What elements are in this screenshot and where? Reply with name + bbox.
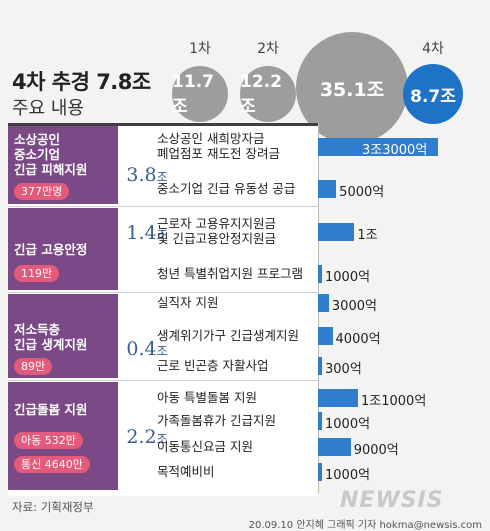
bar-item-label-line: 근로자 고용유지지원금 (157, 216, 276, 231)
category-total-number: 3.8 (126, 164, 157, 186)
category-total-unit: 조 (156, 432, 168, 446)
bar-item-label-line: 실직자 지원 (157, 295, 219, 310)
bar-value-label: 300억 (325, 362, 362, 377)
count-badge: 통신 4640만 (14, 456, 90, 473)
bar-item-label: 목적예비비 (157, 464, 215, 479)
round-circle: 35.1조 (296, 32, 408, 144)
bar (318, 438, 351, 456)
category-box: 저소득층 긴급 생계지원 89만 (8, 294, 118, 378)
bar-item-label: 실직자 지원 (157, 295, 218, 310)
category-label: 소상공인 중소기업 긴급 피해지원 (14, 132, 87, 177)
bar-value-label: 1000억 (325, 468, 371, 483)
bar (318, 463, 322, 481)
category-label-line: 긴급돌봄 지원 (14, 402, 88, 417)
category-total-unit: 조 (156, 170, 168, 184)
bar-item-label-line: 소상공인 새희망자금 (157, 131, 265, 146)
bar-item-label-line: 청년 특별취업지원 프로그램 (157, 266, 303, 281)
category-total-unit: 조 (156, 228, 168, 242)
page-title: 4차 추경 7.8조 (12, 70, 151, 94)
source-note: 자료: 기획재정부 (12, 500, 94, 514)
bar-item-label: 아동 특별돌봄 지원 (157, 390, 257, 405)
category-total-number: 2.2 (126, 426, 157, 448)
category-label-line: 긴급 고용안정 (14, 242, 88, 257)
category-total: 0.4조 (120, 338, 174, 360)
round-label: 2차 (257, 41, 279, 57)
round-label: 1차 (189, 41, 211, 57)
category-label: 긴급 고용안정 (14, 242, 87, 257)
category-total: 3.8조 (120, 164, 174, 186)
bar-item-label: 생계위기가구 긴급생계지원 (157, 328, 299, 343)
bar-item-label-line: 목적예비비 (157, 464, 215, 479)
watermark-logo: NEWSIS (340, 488, 444, 513)
bar-value-label: 5000억 (339, 185, 385, 200)
category-label-line: 소상공인 (14, 132, 61, 147)
bar-value-label: 1000억 (325, 270, 371, 285)
bar (318, 138, 438, 156)
category-label-line: 중소기업 (14, 147, 61, 162)
bar-item-label: 중소기업 긴급 유동성 공급 (157, 181, 295, 196)
category-box: 긴급 고용안정 119만 (8, 208, 118, 290)
bar (318, 357, 322, 375)
category-total: 2.2조 (120, 426, 174, 448)
bar-item-label-line: 중소기업 긴급 유동성 공급 (157, 181, 296, 196)
category-label-line: 긴급 피해지원 (14, 162, 88, 177)
bar-item-label: 소상공인 새희망자금 폐업점포 재도전 장려금 (157, 131, 280, 161)
group-separator (8, 206, 318, 207)
bar-item-label: 가족돌봄휴가 긴급지원 (157, 413, 276, 428)
category-total-number: 0.4 (126, 338, 157, 360)
group-separator (8, 380, 318, 381)
bar (318, 412, 322, 430)
bar-value-label: 1조 (357, 228, 378, 243)
group-separator (8, 292, 318, 293)
bar-value-label: 3000억 (331, 299, 377, 314)
count-badge: 89만 (14, 358, 53, 375)
bar-item-label: 근로 빈곤층 자활사업 (157, 358, 268, 373)
category-label: 저소득층 긴급 생계지원 (14, 322, 87, 352)
bar-item-label-line: 근로 빈곤층 자활사업 (157, 358, 269, 373)
category-total: 1.4조 (120, 222, 174, 244)
bar (318, 180, 337, 198)
bar-item-label-line: 아동 특별돌봄 지원 (157, 390, 257, 405)
bar (318, 327, 333, 345)
bar-value-label: 4000억 (335, 332, 381, 347)
count-badge: 377만명 (14, 183, 70, 200)
round-circle: 8.7조 (403, 64, 463, 124)
category-box: 소상공인 중소기업 긴급 피해지원 377만명 (8, 126, 118, 204)
bar (318, 223, 355, 241)
bar (318, 294, 329, 312)
category-total-number: 1.4 (126, 222, 157, 244)
bar-value-label: 9000억 (353, 443, 399, 458)
bar-value-label: 1000억 (325, 417, 371, 432)
bar-item-label: 이동통신요금 지원 (157, 439, 253, 454)
count-badge: 아동 532만 (14, 432, 83, 449)
count-badge: 119만 (14, 265, 60, 282)
bar-item-label-line: 이동통신요금 지원 (157, 439, 253, 454)
bar-item-label-line: 생계위기가구 긴급생계지원 (157, 328, 299, 343)
bar-item-label-line: 가족돌봄휴가 긴급지원 (157, 413, 276, 428)
bar (318, 389, 358, 407)
category-label: 긴급돌봄 지원 (14, 402, 87, 417)
credit-line: 20.09.10 안지혜 그래픽 기자 hokma@newsis.com (248, 520, 482, 531)
bar-item-label-line: 및 긴급고용안정지원금 (157, 231, 276, 246)
round-label: 4차 (422, 41, 444, 57)
bar (318, 265, 322, 283)
round-circle: 11.7조 (172, 66, 228, 122)
round-circle: 12.2조 (240, 66, 296, 122)
bar-item-label: 근로자 고용유지지원금 및 긴급고용안정지원금 (157, 216, 276, 246)
category-total-unit: 조 (156, 344, 168, 358)
category-label-line: 저소득층 (14, 322, 61, 337)
page-subtitle: 주요 내용 (12, 98, 84, 119)
bar-item-label: 청년 특별취업지원 프로그램 (157, 266, 303, 281)
bar-value-label: 3조3000억 (362, 143, 428, 158)
bar-value-label: 1조1000억 (361, 394, 427, 409)
category-label-line: 긴급 생계지원 (14, 337, 88, 352)
bar-item-label-line: 폐업점포 재도전 장려금 (157, 146, 280, 161)
